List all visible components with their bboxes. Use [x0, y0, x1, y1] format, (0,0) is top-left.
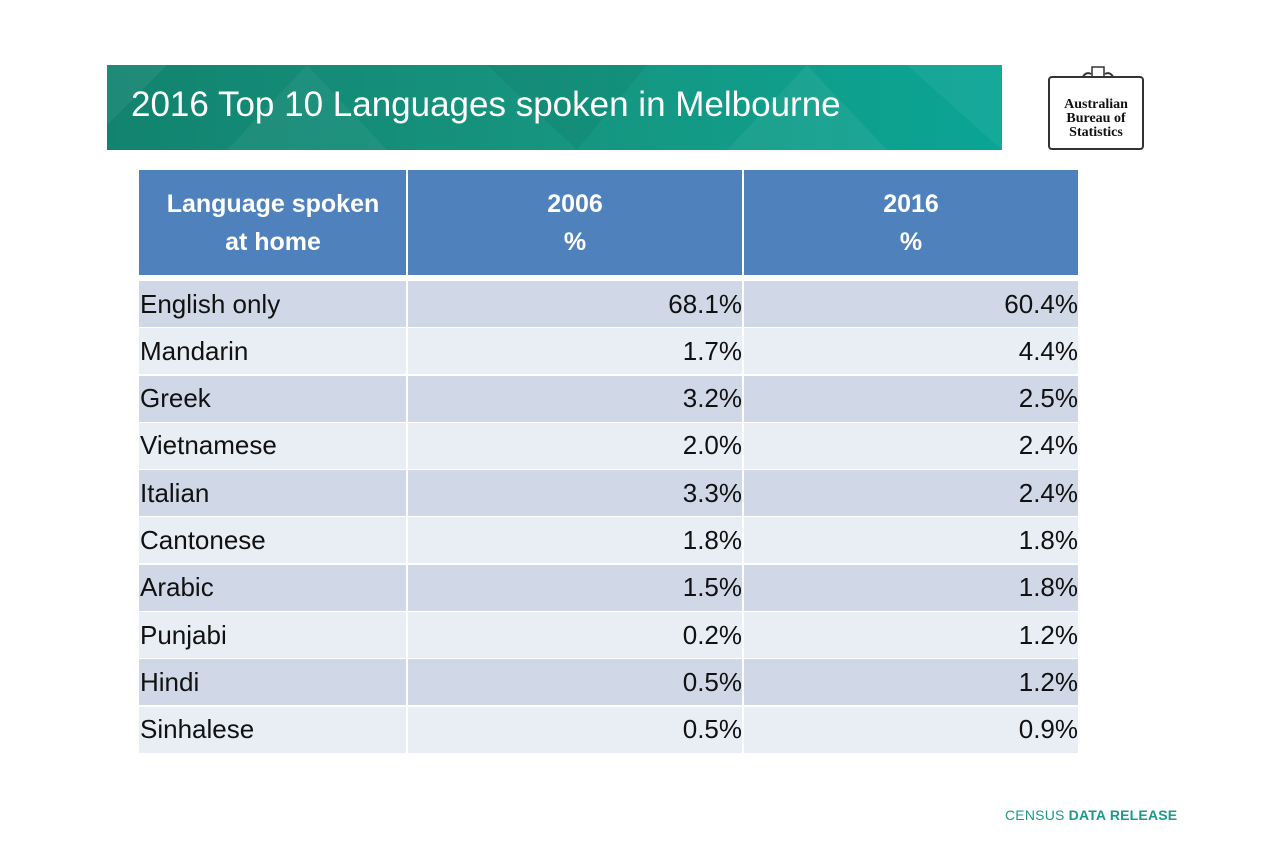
table-cell: 4.4%: [744, 328, 1078, 375]
table-cell: Italian: [139, 470, 406, 517]
table-cell: 3.2%: [408, 375, 742, 422]
table-cell: Vietnamese: [139, 422, 406, 469]
table-cell: 1.8%: [744, 517, 1078, 564]
header-row: Language spoken at home 2006% 2016%: [139, 170, 1078, 275]
table-cell: 1.2%: [744, 612, 1078, 659]
table-cell: Arabic: [139, 564, 406, 611]
logo-line: Statistics: [1069, 125, 1123, 140]
header-line: %: [899, 227, 923, 256]
table-cell: 1.8%: [408, 517, 742, 564]
banner-pattern: [107, 65, 1002, 150]
table-cell: Sinhalese: [139, 706, 406, 753]
header-line: Language spoken: [166, 189, 380, 218]
slide-title: 2016 Top 10 Languages spoken in Melbourn…: [131, 85, 841, 124]
header-cell: 2016%: [744, 170, 1078, 275]
table-cell: Hindi: [139, 659, 406, 706]
table-cell: 0.5%: [408, 659, 742, 706]
header-line: at home: [225, 227, 321, 256]
table-cell: 1.8%: [744, 564, 1078, 611]
logo-line: Bureau of: [1066, 111, 1126, 126]
table-row: Vietnamese 2.0% 2.4%: [139, 422, 1078, 469]
table-cell: 1.7%: [408, 328, 742, 375]
table-row: Cantonese 1.8% 1.8%: [139, 517, 1078, 564]
table-cell: Mandarin: [139, 328, 406, 375]
header-line: 2006: [547, 189, 603, 218]
table-cell: 3.3%: [408, 470, 742, 517]
table-row: Punjabi 0.2% 1.2%: [139, 612, 1078, 659]
table-cell: 0.5%: [408, 706, 742, 753]
header-cell: 2006%: [408, 170, 742, 275]
table-cell: Punjabi: [139, 612, 406, 659]
table-cell: 2.4%: [744, 422, 1078, 469]
header-line: %: [563, 227, 587, 256]
table-row: Greek 3.2% 2.5%: [139, 375, 1078, 422]
table-cell: 68.1%: [408, 281, 742, 327]
table-cell: Cantonese: [139, 517, 406, 564]
table-cell: 2.0%: [408, 422, 742, 469]
table: Language spoken at home 2006% 2016% English …: [139, 170, 1078, 753]
logo: Australian Bureau of Statistics: [1048, 76, 1144, 150]
table-cell: 0.2%: [408, 612, 742, 659]
table-row: Hindi 0.5% 1.2%: [139, 659, 1078, 706]
table-cell: English only: [139, 281, 406, 327]
table-row: English only 68.1% 60.4%: [139, 281, 1078, 327]
table-cell: 0.9%: [744, 706, 1078, 753]
logo-text: Australian Bureau of Statistics: [1050, 98, 1142, 140]
header-line: 2016: [883, 189, 939, 218]
footer-bold-text: DATA RELEASE: [1068, 807, 1178, 823]
table-cell: Greek: [139, 375, 406, 422]
logo-line: Australian: [1064, 97, 1128, 112]
table-cell: 1.2%: [744, 659, 1078, 706]
table-row: Sinhalese 0.5% 0.9%: [139, 706, 1078, 753]
table-row: Mandarin 1.7% 4.4%: [139, 328, 1078, 375]
header-cell: Language spoken at home: [139, 170, 406, 275]
table-cell: 60.4%: [744, 281, 1078, 327]
footer-text: CENSUS: [1005, 807, 1065, 823]
footer: CENSUS DATA RELEASE: [1005, 807, 1177, 823]
title-banner: 2016 Top 10 Languages spoken in Melbourn…: [107, 65, 1002, 150]
table-cell: 2.5%: [744, 375, 1078, 422]
table-cell: 2.4%: [744, 470, 1078, 517]
table-row: Arabic 1.5% 1.8%: [139, 564, 1078, 611]
table-row: Italian 3.3% 2.4%: [139, 470, 1078, 517]
table-cell: 1.5%: [408, 564, 742, 611]
